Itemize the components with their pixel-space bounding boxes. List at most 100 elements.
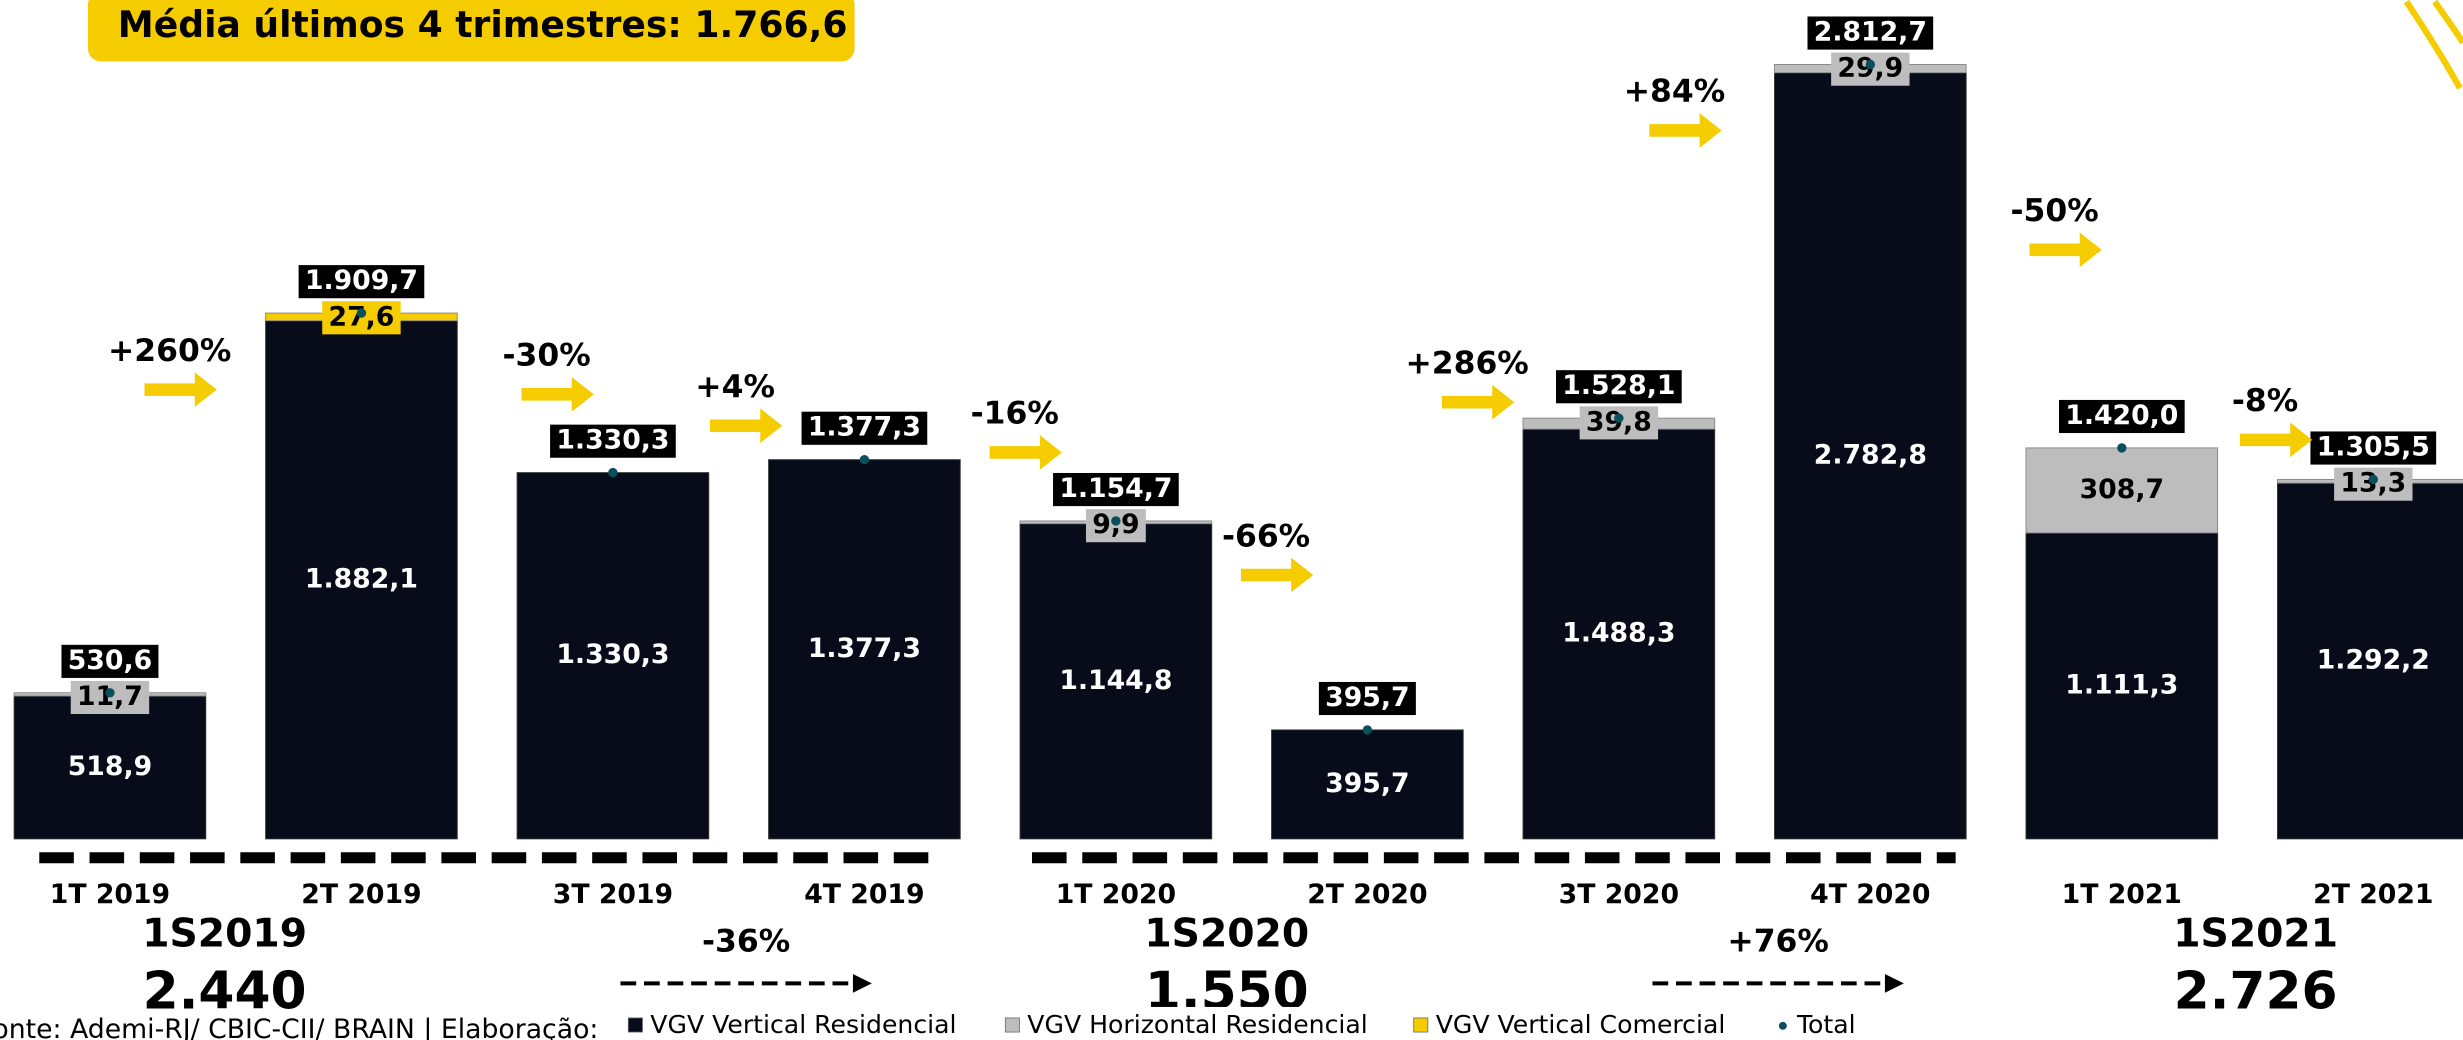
value-label-text: 2.812,7 — [1814, 17, 1927, 48]
value-label: 2.812,7 — [1807, 16, 1934, 50]
value-label: 395,7 — [1318, 681, 1416, 716]
label-box — [298, 265, 425, 299]
semester-change: +76% — [1727, 924, 1829, 960]
value-label: 1.305,5 — [2310, 431, 2437, 465]
value-label-text: 1.305,5 — [2317, 432, 2430, 463]
x-tick-label: 1T 2021 — [2062, 879, 2182, 910]
label-box — [801, 411, 928, 445]
semester-change: -36% — [702, 924, 790, 960]
total-marker — [1362, 725, 1373, 735]
value-label-text: 1.420,0 — [2065, 400, 2178, 431]
source-note: Fonte: Ademi-RJ/ CBIC-CII/ BRAIN | Elabo… — [0, 1014, 598, 1040]
change-label: +260% — [108, 333, 231, 369]
semester-label: 1S2019 — [142, 912, 307, 957]
value-label-text: 530,6 — [68, 645, 152, 676]
semester-arrowhead — [1884, 973, 1904, 993]
value-label-text: 1.909,7 — [305, 265, 418, 296]
value-label: 518,9 — [68, 751, 152, 782]
chart-title: Média últimos 4 trimestres: 1.766,6 — [118, 3, 848, 46]
value-label: 1.882,1 — [305, 563, 418, 594]
legend-swatch — [1413, 1017, 1429, 1033]
x-tick-label: 3T 2020 — [1559, 879, 1679, 910]
total-marker — [1614, 413, 1624, 423]
value-label: 1.154,7 — [1053, 472, 1179, 507]
change-arrow — [1441, 384, 1515, 420]
total-marker — [356, 308, 367, 318]
label-box — [1318, 681, 1416, 716]
value-label: 1.330,3 — [550, 424, 676, 458]
semester-label: 1S2021 — [2173, 912, 2338, 957]
bar-segment — [516, 472, 710, 840]
x-tick-label: 2T 2020 — [1307, 879, 1427, 910]
legend-label: Total — [1796, 1010, 1856, 1039]
change-label: +84% — [1624, 74, 1726, 110]
value-label-text: 395,7 — [1325, 682, 1409, 713]
bar-segment — [1522, 428, 1716, 840]
value-label: 1.144,8 — [1059, 665, 1172, 696]
bar-segment — [1019, 523, 1213, 840]
total-marker — [1111, 516, 1121, 526]
total-marker — [105, 688, 115, 698]
legend-swatch — [1004, 1017, 1020, 1033]
label-box — [1053, 472, 1179, 507]
semester-total: 2.726 — [2174, 961, 2338, 1021]
bar-segment — [768, 459, 961, 840]
change-label: -50% — [2010, 193, 2098, 229]
value-label: 395,7 — [1325, 768, 1409, 799]
bar-segment — [2025, 532, 2219, 840]
legend-swatch — [1778, 1021, 1787, 1030]
value-label: 2.782,8 — [1814, 439, 1927, 470]
bar-segment — [1271, 729, 1464, 840]
value-label: 1.292,2 — [2317, 644, 2430, 675]
label-box — [550, 424, 676, 458]
change-label: -66% — [1222, 518, 1310, 554]
value-label-text: 1.154,7 — [1059, 473, 1172, 504]
change-arrow — [521, 377, 594, 412]
change-arrow — [144, 372, 217, 407]
legend-label: VGV Horizontal Residencial — [1027, 1010, 1367, 1039]
value-label: 1.377,3 — [808, 633, 921, 664]
value-label: 308,7 — [2073, 473, 2171, 507]
semester-arrowhead — [852, 973, 872, 993]
change-arrow — [1240, 557, 1314, 593]
change-arrow — [2029, 232, 2102, 268]
label-box — [61, 644, 159, 678]
value-label-text: 1.377,3 — [808, 412, 921, 443]
label-box — [1556, 370, 1682, 404]
change-label: +4% — [695, 369, 775, 405]
chart-body: 518,911,7530,61T 20191.882,127,61.909,72… — [0, 16, 2463, 1040]
bar-segment — [265, 320, 458, 840]
decoration — [2432, 0, 2463, 45]
value-label: 1.111,3 — [2065, 669, 2178, 700]
x-tick-label: 4T 2019 — [804, 879, 924, 910]
legend-label: VGV Vertical Residencial — [650, 1010, 956, 1039]
label-box — [1085, 509, 1146, 543]
x-tick-label: 2T 2019 — [301, 879, 421, 910]
change-arrow — [709, 408, 783, 444]
bar-segment — [13, 695, 207, 840]
value-label: 1.528,1 — [1556, 370, 1682, 404]
change-label: +286% — [1405, 345, 1528, 381]
label-box — [2058, 399, 2185, 434]
value-label-text: 308,7 — [2080, 474, 2164, 505]
x-tick-label: 3T 2019 — [553, 879, 673, 910]
decoration — [2403, 0, 2463, 90]
value-label-text: 1.528,1 — [1562, 370, 1675, 401]
title-box — [87, 0, 855, 62]
total-marker — [1865, 59, 1876, 70]
semester-total: 2.440 — [143, 961, 307, 1021]
label-box — [1807, 16, 1934, 50]
value-label: 1.488,3 — [1562, 617, 1675, 648]
value-label: 27,6 — [322, 301, 401, 335]
label-box — [2310, 431, 2437, 465]
legend-label: VGV Vertical Comercial — [1436, 1010, 1726, 1039]
bar-segment — [2277, 482, 2463, 840]
legend-bg — [620, 1006, 1878, 1039]
legend-swatch — [627, 1017, 643, 1033]
semester-label: 1S2020 — [1144, 912, 1309, 957]
x-tick-label: 1T 2019 — [50, 879, 170, 910]
value-label: 1.420,0 — [2058, 399, 2185, 434]
total-marker — [859, 454, 870, 465]
value-label: 1.377,3 — [801, 411, 928, 445]
